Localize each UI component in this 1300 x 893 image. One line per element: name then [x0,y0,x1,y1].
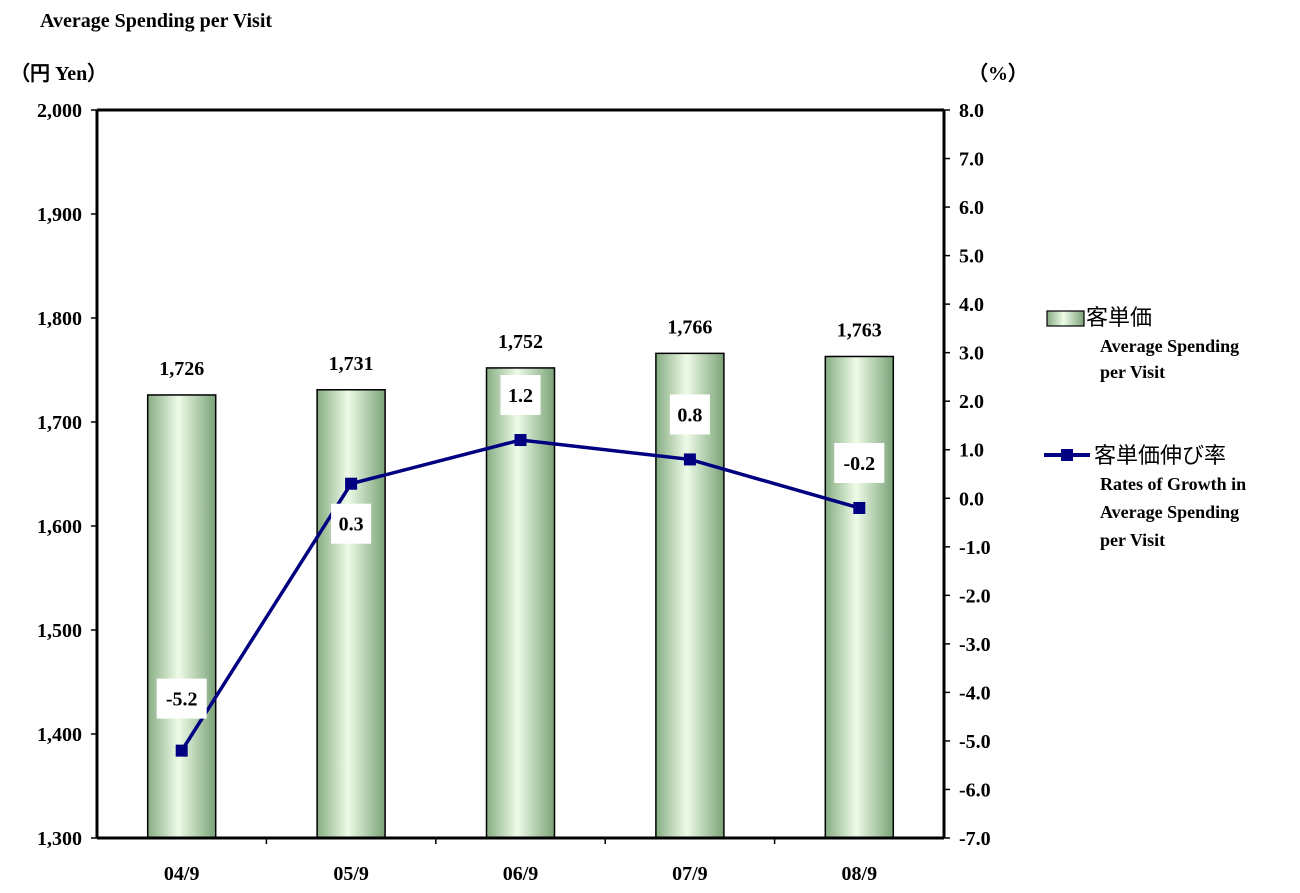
right-tick-label: 2.0 [959,391,984,413]
legend-line-en-2: Average Spending [1100,502,1239,522]
rate-value-label: -5.2 [166,689,198,711]
bar-value-label: 1,726 [159,358,204,380]
left-tick-label: 1,400 [37,724,82,746]
right-tick-label: -6.0 [959,779,991,801]
growth-point-05/9 [345,477,358,490]
x-tick-label: 08/9 [842,863,878,885]
right-tick-label: 8.0 [959,100,984,122]
rate-value-label: -0.2 [843,453,875,475]
bar-05/9 [316,389,386,839]
left-tick-label: 1,800 [37,308,82,330]
rate-value-label: 1.2 [508,385,533,407]
growth-line-series [175,434,866,757]
rate-label-box [669,394,710,435]
chart-title: Average Spending per Visit [40,10,272,32]
legend-bar-swatch [1046,310,1085,327]
rate-label-box [834,442,885,483]
x-tick-label: 06/9 [503,863,539,885]
bar-value-label: 1,763 [837,319,882,341]
growth-point-06/9 [514,434,527,447]
rate-value-label: 0.3 [339,514,364,536]
axes: 1,300 1,400 1,500 1,600 1,700 1,800 1,900 2,000… [37,100,991,885]
right-tick-label: -7.0 [959,828,991,850]
rate-label-box [331,503,372,544]
right-tick-label: 4.0 [959,294,984,316]
x-tick-label: 04/9 [164,863,200,885]
bar-value-label: 1,766 [667,316,712,338]
legend-line-marker [1061,449,1073,461]
legend-bar-cjk: 客単価 [1086,306,1152,331]
right-tick-label: -2.0 [959,585,991,607]
rate-value-label: 0.8 [677,404,702,426]
growth-point-07/9 [683,453,696,466]
growth-point-04/9 [175,744,188,757]
right-tick-label: 0.0 [959,488,984,510]
legend-line-cjk: 客単価伸び率 [1094,444,1226,469]
legend-bar-en-1: Average Spending [1100,336,1239,356]
rate-label-box [156,678,207,719]
right-tick-label: -4.0 [959,682,991,704]
bar-value-label: 1,731 [329,353,374,375]
left-tick-label: 1,500 [37,620,82,642]
rate-label-box [500,375,541,416]
growth-point-08/9 [853,501,866,514]
legend-line-en-1: Rates of Growth in [1100,474,1246,494]
right-axis-unit: （%） [968,62,1028,85]
legend: 客単価 Average Spending per Visit 客単価伸び率 Ra… [1044,306,1246,550]
right-tick-label: -1.0 [959,537,991,559]
left-tick-label: 2,000 [37,100,82,122]
left-tick-label: 1,900 [37,204,82,226]
right-tick-label: 3.0 [959,343,984,365]
right-tick-label: 6.0 [959,197,984,219]
right-tick-label: 5.0 [959,246,984,268]
bar-value-label: 1,752 [498,331,543,353]
left-axis-unit: （円 Yen） [10,62,107,85]
legend-bar-en-2: per Visit [1100,362,1165,382]
left-tick-label: 1,300 [37,828,82,850]
data-labels: 1,726 1,731 1,752 1,766 1,763 -5.2 0.3 1.2 0.8 -0… [156,316,885,719]
right-tick-label: 1.0 [959,440,984,462]
legend-line-en-3: per Visit [1100,530,1165,550]
right-tick-label: -3.0 [959,634,991,656]
bar-series [146,352,895,839]
right-tick-label: -5.0 [959,731,991,753]
bar-04/9 [146,394,217,839]
right-tick-label: 7.0 [959,149,984,171]
left-tick-label: 1,600 [37,516,82,538]
x-tick-label: 05/9 [333,863,369,885]
bar-08/9 [824,355,895,839]
left-tick-label: 1,700 [37,412,82,434]
x-tick-label: 07/9 [672,863,708,885]
